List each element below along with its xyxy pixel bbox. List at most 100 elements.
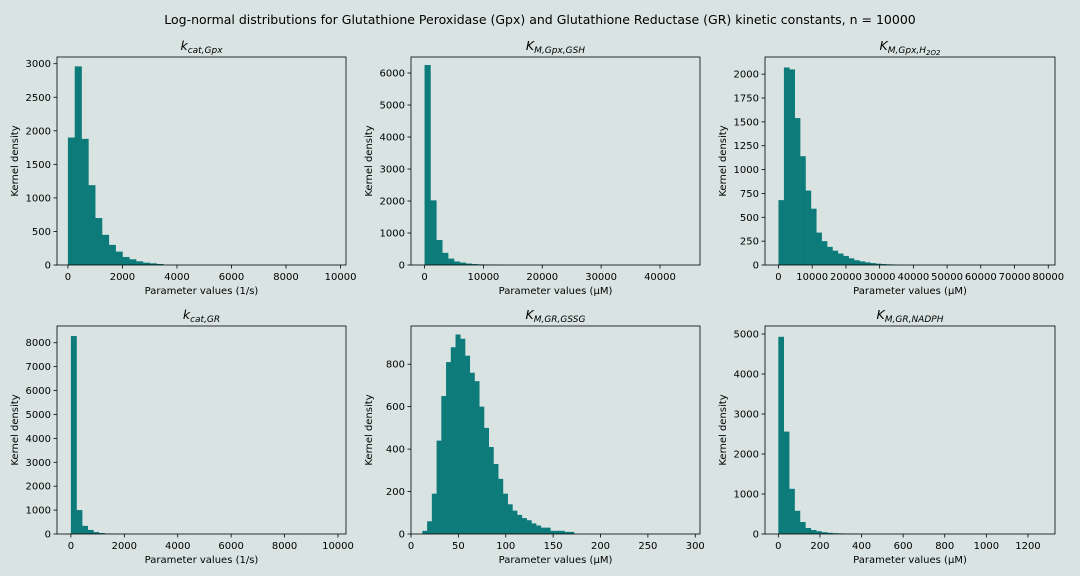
y-tick-label: 2000 — [380, 197, 405, 208]
histogram-bar — [87, 529, 94, 534]
histogram-bar — [843, 255, 849, 265]
histogram-bar — [783, 67, 790, 265]
y-tick-label: 8000 — [26, 338, 51, 349]
histogram-bar — [460, 338, 466, 534]
x-tick-label: 400 — [852, 541, 871, 552]
x-tick-label: 1000 — [974, 541, 999, 552]
x-tick-label: 6000 — [218, 541, 243, 552]
histogram-bar — [837, 253, 844, 265]
histogram-bar — [810, 208, 817, 265]
histogram-bar — [536, 525, 542, 534]
histogram-bar — [88, 185, 96, 265]
histogram-bar — [512, 510, 518, 534]
histogram-bar — [832, 250, 839, 265]
histogram-panel-3: 0 10000 20000 30000 40000 50000 60000 70000 8000… — [718, 38, 1064, 297]
histogram-bar — [859, 261, 866, 265]
histogram-bar — [442, 252, 449, 265]
histogram-bar — [854, 260, 860, 265]
histogram-bar — [778, 200, 785, 265]
x-tick-label: 10000 — [325, 272, 357, 283]
y-tick-label: 1000 — [380, 229, 405, 240]
histogram-bar — [805, 190, 812, 265]
histogram-bar — [136, 261, 144, 265]
histogram-bar — [431, 493, 437, 534]
y-tick-label: 1000 — [734, 490, 759, 501]
x-tick-label: 0 — [65, 272, 71, 283]
histogram-bar — [816, 232, 822, 265]
y-tick-label: 3000 — [734, 410, 759, 421]
x-tick-label: 6000 — [219, 272, 244, 283]
y-axis-label: Kernel density — [364, 125, 375, 196]
histogram-bar — [98, 533, 105, 534]
histogram-panel-1: 0 2000 4000 6000 8000 10000 0 500 1000 1500 2000 25… — [10, 38, 356, 297]
histogram-bar — [531, 523, 537, 534]
y-tick-label: 1000 — [26, 193, 51, 204]
x-tick-label: 0 — [421, 272, 427, 283]
histogram-bar — [422, 530, 428, 534]
panel-title: KM,GR,GSSG — [526, 307, 586, 325]
histogram-bar — [794, 510, 801, 534]
histogram-bar — [778, 336, 785, 534]
y-tick-label: 1000 — [26, 506, 51, 517]
y-tick-label: 6000 — [380, 69, 405, 80]
y-tick-label: 2000 — [734, 70, 759, 81]
histogram-panel-4: 0 2000 4000 6000 8000 10000 0 1000 2000 3000 4000 5… — [10, 307, 354, 566]
histogram-bar — [555, 530, 561, 534]
y-tick-label: 600 — [386, 402, 405, 413]
x-axis-label: Parameter values (µM) — [499, 286, 613, 297]
histogram-bar — [465, 263, 472, 265]
histogram-bar — [129, 259, 137, 265]
histogram-bar — [70, 336, 77, 534]
y-tick-label: 4000 — [380, 133, 405, 144]
x-tick-label: 8000 — [272, 541, 297, 552]
histogram-bar — [517, 514, 523, 534]
y-tick-label: 5000 — [26, 410, 51, 421]
histogram-bar — [424, 65, 431, 265]
figure-title: Log-normal distributions for Glutathione… — [164, 12, 915, 27]
y-tick-label: 800 — [386, 360, 405, 371]
histogram-bar — [848, 258, 855, 265]
histogram-bar — [479, 406, 485, 534]
histogram-bar — [122, 256, 130, 265]
histogram-bar — [521, 518, 527, 534]
x-tick-label: 600 — [894, 541, 913, 552]
y-tick-label: 2000 — [26, 482, 51, 493]
x-tick-label: 1200 — [1015, 541, 1040, 552]
panel-title: KM,Gpx,H2O2 — [880, 38, 941, 57]
y-tick-label: 1500 — [734, 117, 759, 128]
y-tick-label: 250 — [740, 237, 759, 248]
histogram-panel-6: 0 200 400 600 800 1000 1200 0 1000 2000 3000 4000 50… — [718, 307, 1056, 566]
histogram-bar — [783, 431, 790, 534]
histogram-bar — [455, 334, 461, 534]
x-tick-label: 60000 — [965, 272, 997, 283]
x-tick-label: 8000 — [273, 272, 298, 283]
histogram-bar — [474, 381, 480, 534]
x-axis-label: Parameter values (1/s) — [145, 555, 259, 566]
histogram-bar — [526, 520, 532, 534]
histogram-bar — [483, 427, 489, 534]
histogram-bar — [789, 488, 795, 534]
y-tick-label: 2500 — [26, 93, 51, 104]
histogram-bar — [448, 258, 455, 265]
y-tick-label: 4000 — [734, 370, 759, 381]
x-tick-label: 2000 — [112, 541, 137, 552]
y-tick-label: 750 — [740, 189, 759, 200]
y-tick-label: 7000 — [26, 362, 51, 373]
histogram-bar — [76, 510, 83, 534]
histogram-bar — [564, 531, 570, 534]
histogram-bar — [488, 446, 494, 534]
axes-frame — [56, 325, 347, 535]
histogram-bar — [800, 156, 806, 265]
x-tick-label: 100 — [496, 541, 515, 552]
histogram-panel-2: 0 10000 20000 30000 40000 0 1000 2000 3000 4000 50… — [364, 38, 701, 297]
histogram-bar — [101, 234, 110, 265]
histogram-bar — [453, 261, 461, 265]
histogram-bar — [832, 533, 839, 534]
x-tick-label: 250 — [638, 541, 657, 552]
y-axis-label: Kernel density — [10, 394, 21, 465]
x-tick-label: 30000 — [864, 272, 896, 283]
axes-frame — [764, 56, 1056, 266]
histogram-bar — [67, 137, 76, 265]
histogram-bar — [502, 493, 508, 534]
histogram-bar — [789, 69, 795, 265]
